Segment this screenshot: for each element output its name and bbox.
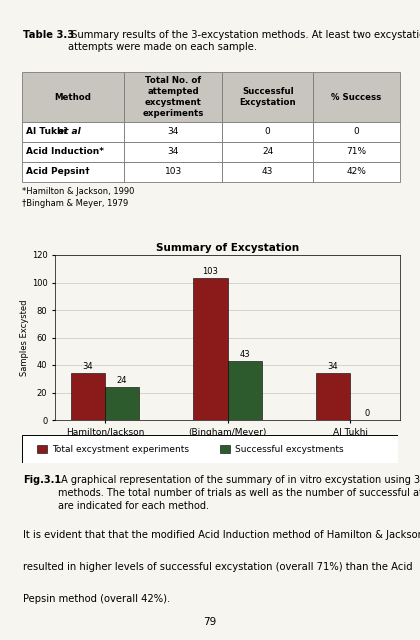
Text: 71%: 71% [346,147,367,157]
Bar [124,122,222,142]
Bar [22,122,124,142]
Text: 24: 24 [117,376,127,385]
Bar [124,72,222,122]
Text: 34: 34 [328,362,338,371]
Text: 43: 43 [239,350,250,359]
Bar [313,72,400,122]
Text: 0: 0 [354,127,360,136]
Text: Summary results of the 3-excystation methods. At least two excystation
attempts : Summary results of the 3-excystation met… [68,30,420,52]
Bar [222,162,313,182]
Text: Successful excystments: Successful excystments [235,445,344,454]
Text: *Hamilton & Jackson, 1990: *Hamilton & Jackson, 1990 [22,187,134,196]
Text: Fig.3.1: Fig.3.1 [23,475,61,485]
Text: †Bingham & Meyer, 1979: †Bingham & Meyer, 1979 [22,199,128,208]
Bar [124,162,222,182]
Bar [22,72,124,122]
Bar [22,142,124,162]
Bar [313,162,400,182]
Text: 43: 43 [262,168,273,177]
Bar [222,122,313,142]
Text: Acid Induction*: Acid Induction* [26,147,104,157]
Text: et al: et al [58,127,81,136]
Bar [71,373,105,420]
Bar [105,387,139,420]
Text: 79: 79 [203,617,217,627]
Bar [193,278,228,420]
Text: 0: 0 [365,409,370,418]
Bar [37,445,47,453]
Text: 34: 34 [168,127,179,136]
Bar [228,361,262,420]
Bar [222,142,313,162]
Text: Al Tukhi: Al Tukhi [26,127,70,136]
Text: 103: 103 [165,168,182,177]
Text: Total excystment experiments: Total excystment experiments [52,445,189,454]
Text: 103: 103 [202,268,218,276]
Text: A graphical representation of the summary of in vitro excystation using 3
method: A graphical representation of the summar… [58,475,420,511]
Bar [316,373,350,420]
Bar [124,142,222,162]
Text: 0: 0 [265,127,270,136]
Bar [313,142,400,162]
Text: 34: 34 [82,362,93,371]
Text: Table 3.3: Table 3.3 [23,30,74,40]
Bar [313,122,400,142]
Text: 42%: 42% [346,168,367,177]
Bar [22,162,124,182]
Y-axis label: Samples Excysted: Samples Excysted [20,300,29,376]
Bar [220,445,230,453]
Text: 34: 34 [168,147,179,157]
Text: Successful
Excystation: Successful Excystation [239,87,296,107]
Text: It is evident that that the modified Acid Induction method of Hamilton & Jackson: It is evident that that the modified Aci… [23,530,420,540]
Text: Pepsin method (overall 42%).: Pepsin method (overall 42%). [23,594,171,604]
Text: Acid Pepsin†: Acid Pepsin† [26,168,89,177]
Text: Total No. of
attempted
excystment
experiments: Total No. of attempted excystment experi… [142,76,204,118]
Text: % Success: % Success [331,93,382,102]
Text: resulted in higher levels of successful excystation (overall 71%) than the Acid: resulted in higher levels of successful … [23,562,413,572]
Title: Summary of Excystation: Summary of Excystation [156,243,299,253]
Text: 24: 24 [262,147,273,157]
Text: Method: Method [55,93,92,102]
Bar [222,72,313,122]
